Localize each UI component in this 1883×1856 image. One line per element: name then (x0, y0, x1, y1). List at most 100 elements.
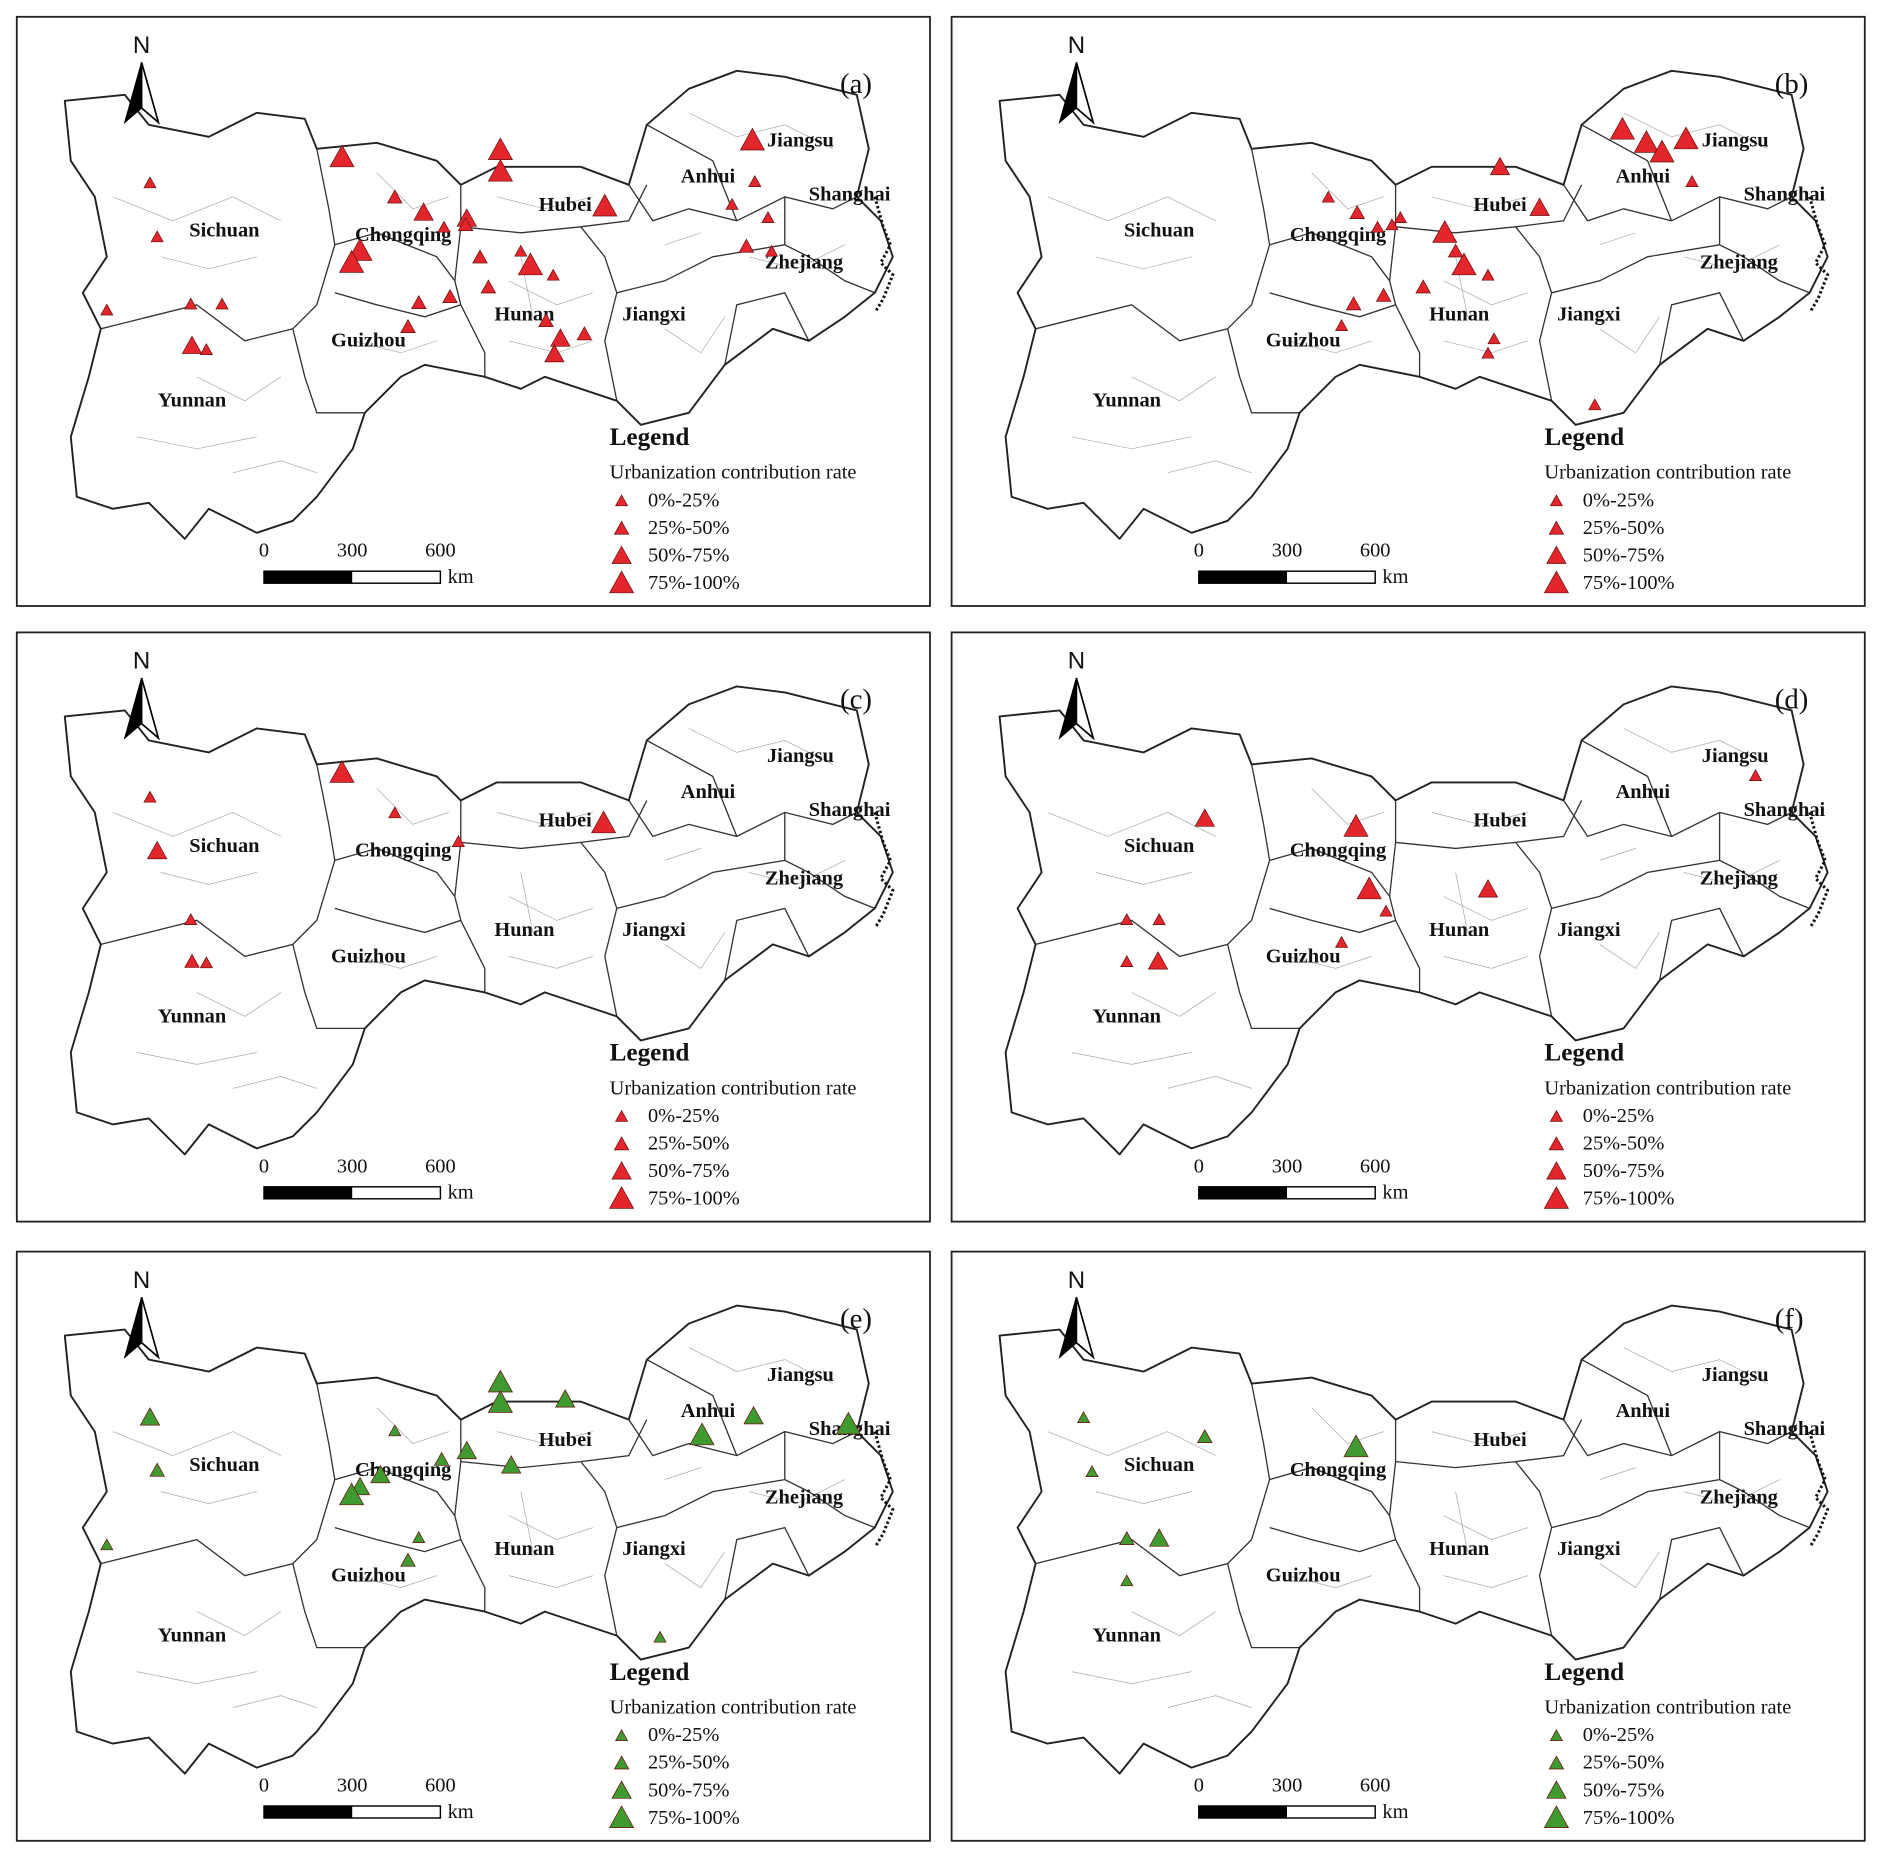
province-label: Yunnan (1093, 1624, 1162, 1646)
region-outline (998, 69, 1829, 540)
county-border (1311, 1407, 1384, 1445)
north-label: N (133, 1267, 150, 1294)
county-border (508, 1515, 593, 1540)
province-label: Shanghai (1744, 1418, 1826, 1440)
province-border (1515, 226, 1553, 401)
province-border (316, 764, 336, 921)
province-label: Shanghai (809, 183, 891, 205)
scale-tick-label: 300 (337, 1774, 368, 1796)
scale-bar-fill (264, 1806, 353, 1818)
county-border (1599, 232, 1636, 246)
province-border (1395, 1539, 1421, 1612)
coastline (1808, 1431, 1830, 1547)
region-outline (63, 69, 894, 540)
north-arrow (140, 677, 160, 741)
province-label: Jiangxi (622, 303, 686, 325)
province-label: Sichuan (1124, 1454, 1195, 1476)
scale-tick-label: 600 (1360, 1155, 1391, 1177)
province-label: Guizhou (331, 945, 406, 967)
panel-label: (a) (840, 68, 872, 100)
legend-title: Legend (610, 1040, 690, 1067)
province-border (316, 148, 336, 305)
county-border (1683, 244, 1780, 270)
province-label: Yunnan (1093, 390, 1162, 412)
county-border (664, 232, 701, 246)
city-triangle (1076, 1411, 1091, 1423)
province-border (334, 847, 462, 934)
county-border (352, 956, 437, 969)
county-border (136, 436, 257, 450)
legend-label: 75%-100% (1583, 572, 1675, 594)
city-triangle (1120, 913, 1134, 925)
city-triangle (554, 1389, 576, 1408)
province-label: Hubei (1473, 810, 1527, 832)
city-triangle (738, 238, 755, 253)
city-triangle (1481, 268, 1495, 281)
county-border (1443, 1575, 1528, 1588)
city-triangle (725, 197, 739, 210)
city-triangle (1356, 876, 1382, 900)
city-triangle (370, 1464, 391, 1484)
scale-tick-label: 0 (259, 540, 269, 562)
legend-symbol (1548, 520, 1565, 535)
province-border (1226, 328, 1300, 414)
province-label: Yunnan (158, 390, 227, 412)
province-label: Zhejiang (1700, 867, 1778, 889)
legend-subtitle: Urbanization contribution rate (1544, 1696, 1791, 1718)
city-triangle (1343, 814, 1369, 837)
legend-label: 75%-100% (648, 1807, 740, 1829)
scale-tick-label: 0 (1194, 540, 1204, 562)
county-border (508, 956, 593, 969)
legend-symbol (608, 570, 635, 594)
province-label: Jiangsu (1702, 1364, 1769, 1386)
county-border (1071, 436, 1192, 450)
county-border (1599, 1467, 1636, 1480)
province-border (460, 304, 486, 377)
scale-tick-label: 300 (337, 1155, 368, 1177)
county-border (1311, 788, 1384, 825)
county-border (136, 1671, 257, 1684)
legend-subtitle: Urbanization contribution rate (610, 1077, 857, 1099)
map-panel: N (f) Sichuan Chongqing Hubei Anhui Jiangsu Sha… (950, 1250, 1866, 1842)
scale-tick-label: 600 (425, 540, 456, 562)
province-label: Jiangsu (767, 129, 834, 151)
scale-tick-label: 600 (425, 1155, 456, 1177)
province-label: Yunnan (1093, 1005, 1162, 1027)
province-border (616, 1478, 785, 1529)
county-border (352, 340, 437, 354)
province-label: Jiangsu (767, 745, 834, 767)
north-label: N (1068, 648, 1085, 675)
province-border (1551, 244, 1720, 294)
county-border (1287, 340, 1372, 354)
legend-title: Legend (610, 1659, 690, 1686)
province-label: Hunan (1429, 303, 1490, 325)
city-triangle (386, 189, 403, 204)
city-triangle (329, 144, 355, 168)
scale-tick-label: 600 (1360, 1774, 1391, 1796)
province-border (1718, 1431, 1810, 1529)
province-label: Jiangxi (1557, 1538, 1621, 1560)
city-triangle (457, 216, 474, 232)
legend-symbol (1543, 1186, 1570, 1209)
city-triangle (1345, 296, 1362, 311)
city-triangle (1147, 951, 1169, 970)
city-triangle (1477, 879, 1499, 898)
city-triangle (1152, 913, 1166, 925)
city-triangle (835, 1411, 862, 1435)
scale-tick-label: 0 (259, 1774, 269, 1796)
province-border (784, 812, 876, 910)
province-border (1658, 907, 1745, 981)
legend-symbol (614, 494, 629, 507)
scale-bar-fill (1198, 1186, 1287, 1199)
province-border (100, 919, 318, 958)
province-label: Shanghai (809, 799, 891, 821)
legend-label: 50%-75% (1583, 1160, 1665, 1182)
city-triangle (1379, 904, 1393, 917)
scale-tick-label: 600 (425, 1774, 456, 1796)
province-label: Sichuan (189, 219, 260, 241)
city-triangle (1385, 218, 1399, 231)
city-triangle (143, 176, 157, 189)
province-border (1269, 1466, 1397, 1553)
province-label: Zhejiang (1700, 252, 1778, 274)
county-border (1131, 992, 1216, 1017)
